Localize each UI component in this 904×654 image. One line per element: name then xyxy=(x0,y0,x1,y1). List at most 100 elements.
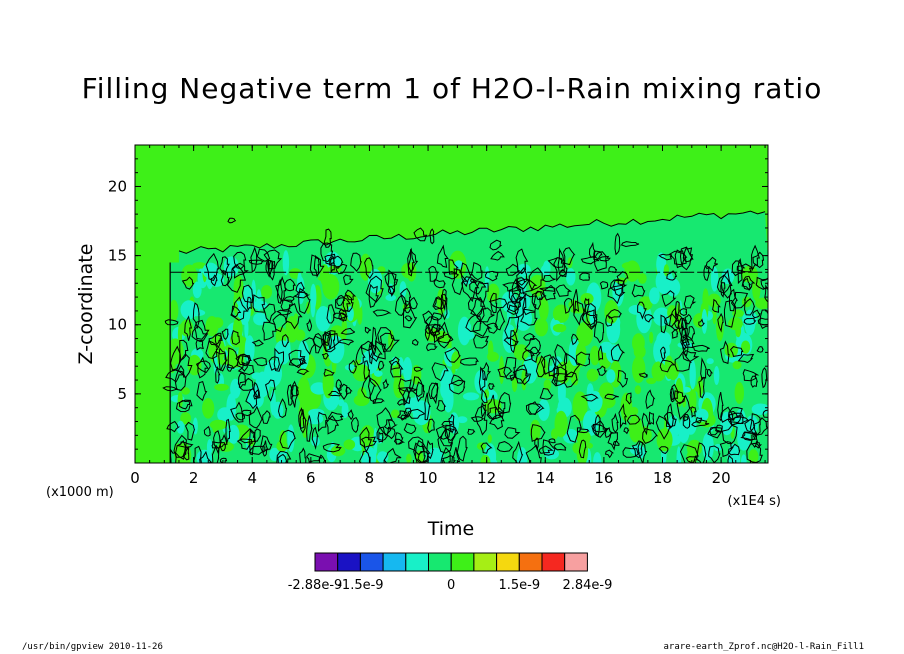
contour-line xyxy=(607,308,623,319)
colorbar: -2.88e-9-1.5e-9 0 1.5e-9 2.84e-9 xyxy=(288,552,612,593)
fill-patch xyxy=(406,453,412,463)
contour-line xyxy=(436,244,449,268)
fill-patch xyxy=(713,366,720,385)
contour-line xyxy=(181,276,195,290)
contour-line xyxy=(295,281,306,294)
contour-line xyxy=(451,268,469,296)
fill-patch xyxy=(474,369,488,394)
contour-line xyxy=(525,444,542,463)
contour-line xyxy=(430,323,446,344)
contour-line xyxy=(193,445,202,463)
contour-line xyxy=(459,357,479,366)
contour-line xyxy=(372,398,385,404)
contour-line xyxy=(277,453,288,463)
fill-patch xyxy=(675,378,684,407)
contour-line xyxy=(598,345,604,361)
contour-line xyxy=(698,318,705,327)
contour-line xyxy=(342,294,354,312)
contour-line xyxy=(329,255,344,270)
contour-line xyxy=(620,241,640,248)
contour-line xyxy=(554,343,568,367)
contour-line xyxy=(426,439,434,460)
contour-line xyxy=(170,345,182,371)
contour-line xyxy=(744,418,756,433)
contour-line xyxy=(717,312,724,333)
contour-line xyxy=(497,366,513,378)
contour-line xyxy=(451,374,465,387)
contour-line xyxy=(322,330,336,353)
contour-line xyxy=(730,291,749,309)
contour-line xyxy=(403,306,418,329)
contour-line xyxy=(581,312,598,326)
contour-line xyxy=(692,344,710,352)
contour-line xyxy=(231,329,240,346)
contour-line xyxy=(248,259,265,265)
contour-line xyxy=(598,255,611,262)
contour-line xyxy=(476,307,495,323)
contour-line xyxy=(219,457,228,463)
contour-line xyxy=(426,343,438,352)
colorbar-swatch xyxy=(564,552,588,572)
footer-source: arare-earth_Zprof.nc@H2O-l-Rain_Fill1 xyxy=(663,642,864,652)
fill-patch xyxy=(374,370,383,377)
fill-patch xyxy=(343,439,356,450)
contour-line xyxy=(749,413,761,436)
contour-line xyxy=(373,340,387,360)
contour-line xyxy=(226,363,235,372)
contour-line xyxy=(311,426,319,450)
contour-line xyxy=(400,287,412,307)
contour-line xyxy=(413,227,428,242)
contour-line xyxy=(736,263,755,273)
contour-line xyxy=(322,331,341,352)
contour-line xyxy=(555,284,573,297)
contour-line xyxy=(343,274,354,286)
contour-line xyxy=(625,392,632,405)
contour-line xyxy=(290,380,299,408)
contour-line xyxy=(285,303,303,330)
fill-patch xyxy=(649,287,660,305)
contour-line xyxy=(762,409,768,418)
contour-line xyxy=(538,445,554,454)
contour-line xyxy=(290,385,299,397)
contour-line xyxy=(584,297,590,314)
fill-patch xyxy=(689,388,697,413)
contour-line xyxy=(239,428,256,444)
fill-patch xyxy=(572,391,588,422)
contour-line xyxy=(679,246,694,271)
contour-line xyxy=(679,308,688,317)
contour-line xyxy=(690,406,697,418)
contour-line xyxy=(674,350,692,372)
contour-line xyxy=(516,278,538,294)
contour-line xyxy=(516,277,527,286)
fill-patch xyxy=(282,250,290,276)
contour-line xyxy=(609,279,628,291)
contour-line xyxy=(431,362,449,382)
contour-line xyxy=(231,305,242,318)
contour-line xyxy=(604,426,615,438)
contour-line xyxy=(276,450,292,463)
contour-line xyxy=(644,314,655,323)
contour-line xyxy=(659,346,666,361)
fill-patch xyxy=(516,263,531,277)
contour-line xyxy=(703,264,710,282)
contour-line xyxy=(623,427,630,435)
contour-line xyxy=(164,319,179,326)
contour-line xyxy=(599,281,609,290)
contour-line xyxy=(424,392,431,421)
contour-line xyxy=(203,425,211,437)
contour-line xyxy=(393,438,406,445)
contour-line xyxy=(433,297,448,310)
contour-line xyxy=(320,242,334,263)
contour-line xyxy=(764,284,768,303)
contour-line xyxy=(364,257,374,280)
contour-line xyxy=(313,254,320,278)
colorbar-label: 1.5e-9 xyxy=(498,578,540,593)
contour-line xyxy=(267,258,274,275)
fill-patch xyxy=(180,412,192,425)
contour-line xyxy=(576,351,591,367)
contour-line xyxy=(566,414,582,443)
contour-line xyxy=(227,217,236,224)
contour-line xyxy=(467,428,476,435)
contour-line xyxy=(542,439,556,456)
contour-line xyxy=(436,400,447,412)
